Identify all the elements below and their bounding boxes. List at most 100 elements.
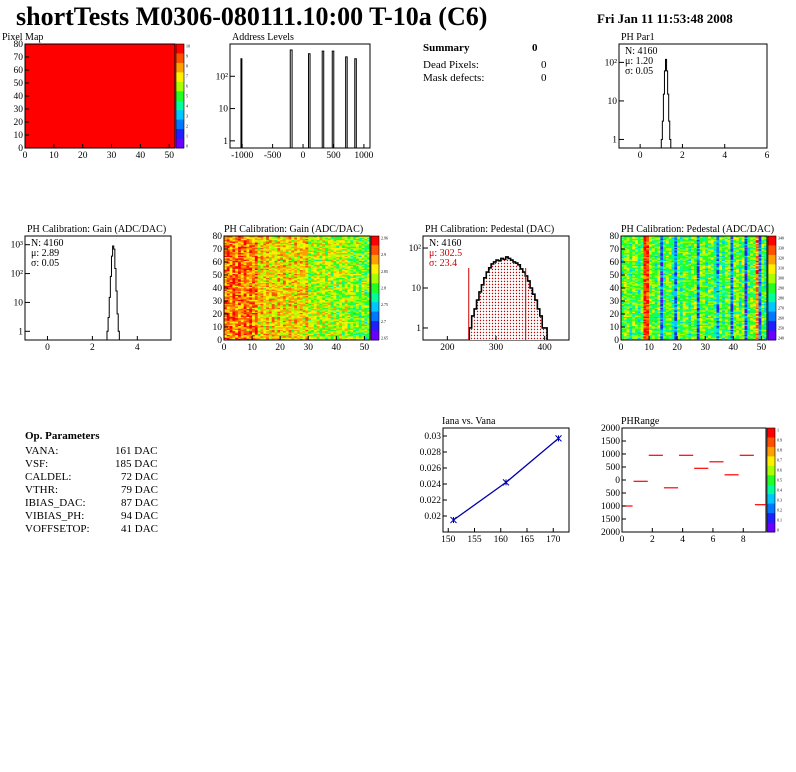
heatmap-cell bbox=[226, 307, 230, 310]
heatmap-cell bbox=[629, 321, 633, 324]
heatmap-cell bbox=[308, 306, 312, 308]
heatmap-cell bbox=[621, 263, 625, 265]
heatmap-cell bbox=[308, 239, 312, 242]
heatmap-cell bbox=[297, 280, 301, 282]
heatmap-cell bbox=[271, 327, 275, 329]
heatmap-cell bbox=[226, 263, 230, 265]
heatmap-cell bbox=[353, 263, 357, 265]
heatmap-cell bbox=[257, 315, 261, 317]
heatmap-cell bbox=[316, 269, 320, 272]
heatmap-cell bbox=[224, 280, 228, 282]
heatmap-cell bbox=[640, 284, 644, 286]
heatmap-cell bbox=[327, 249, 331, 251]
heatmap-cell bbox=[319, 327, 323, 329]
heatmap-cell bbox=[635, 301, 639, 303]
heatmap-cell bbox=[623, 238, 627, 241]
heatmap-cell bbox=[297, 277, 301, 280]
heatmap-cell bbox=[344, 317, 348, 320]
heatmap-cell bbox=[260, 308, 264, 311]
heatmap-cell bbox=[621, 293, 625, 295]
heatmap-cell bbox=[224, 246, 228, 248]
heatmap-cell bbox=[621, 288, 625, 290]
heatmap-cell bbox=[358, 315, 362, 317]
heatmap-cell bbox=[311, 281, 315, 284]
heatmap-cell bbox=[621, 337, 625, 339]
heatmap-cell bbox=[240, 262, 244, 264]
heatmap-cell bbox=[336, 319, 340, 321]
heatmap-cell bbox=[226, 324, 230, 326]
heatmap-cell bbox=[263, 333, 267, 336]
heatmap-cell bbox=[302, 329, 306, 332]
heatmap-cell bbox=[263, 282, 267, 285]
heatmap-cell bbox=[367, 282, 371, 285]
heatmap-cell bbox=[311, 290, 315, 293]
heatmap-cell bbox=[311, 294, 315, 297]
heatmap-cell bbox=[305, 302, 309, 304]
heatmap-cell bbox=[271, 271, 275, 273]
heatmap-cell bbox=[294, 307, 298, 310]
heatmap-cell bbox=[305, 308, 309, 311]
heatmap-cell bbox=[325, 294, 329, 297]
heatmap-cell bbox=[339, 295, 343, 298]
heatmap-cell bbox=[637, 320, 641, 323]
heatmap-cell bbox=[268, 269, 273, 272]
colorbar-label: 2.9 bbox=[381, 252, 386, 257]
heatmap-cell bbox=[297, 289, 301, 291]
heatmap-cell bbox=[316, 303, 320, 306]
heatmap-cell bbox=[285, 281, 289, 284]
heatmap-cell bbox=[333, 269, 337, 272]
heatmap-cell bbox=[330, 276, 334, 278]
heatmap-cell bbox=[257, 285, 261, 287]
heatmap-cell bbox=[282, 295, 287, 298]
heatmap-cell bbox=[285, 323, 289, 325]
heatmap-cell bbox=[635, 242, 639, 245]
heatmap-cell bbox=[325, 259, 329, 261]
heatmap-cell bbox=[302, 246, 306, 248]
heatmap-cell bbox=[316, 242, 320, 245]
heatmap-cell bbox=[325, 249, 329, 251]
heatmap-cell bbox=[282, 276, 287, 278]
heatmap-cell bbox=[274, 254, 278, 256]
heatmap-cell bbox=[350, 308, 354, 311]
heatmap-cell bbox=[299, 310, 303, 312]
heatmap-cell bbox=[623, 280, 627, 282]
heatmap-cell bbox=[302, 267, 306, 269]
heatmap-cell bbox=[274, 294, 278, 297]
heatmap-cell bbox=[282, 294, 287, 297]
heatmap-cell bbox=[635, 320, 639, 323]
heatmap-cell bbox=[626, 295, 630, 298]
heatmap-cell bbox=[266, 260, 270, 263]
heatmap-cell bbox=[364, 293, 368, 295]
heatmap-cell bbox=[347, 267, 351, 269]
heatmap-cell bbox=[240, 251, 244, 254]
heatmap-cell bbox=[249, 293, 253, 295]
heatmap-cell bbox=[339, 269, 343, 272]
heatmap-cell bbox=[313, 249, 317, 251]
stat-text: N: 4160 bbox=[625, 46, 658, 57]
heatmap-cell bbox=[327, 288, 331, 290]
heatmap-cell bbox=[626, 252, 630, 255]
heatmap-cell bbox=[626, 289, 630, 291]
heatmap-cell bbox=[263, 315, 267, 317]
heatmap-cell bbox=[316, 288, 320, 290]
heatmap-cell bbox=[238, 299, 242, 302]
heatmap-cell bbox=[367, 297, 371, 299]
heatmap-cell bbox=[358, 264, 362, 267]
heatmap-cell bbox=[361, 294, 365, 297]
heatmap-cell bbox=[291, 336, 295, 338]
heatmap-cell bbox=[637, 243, 641, 246]
heatmap-cell bbox=[358, 269, 362, 272]
heatmap-cell bbox=[632, 271, 636, 273]
heatmap-cell bbox=[364, 298, 368, 300]
heatmap-cell bbox=[252, 238, 256, 241]
heatmap-cell bbox=[308, 328, 312, 330]
heatmap-cell bbox=[316, 281, 320, 284]
heatmap-cell bbox=[311, 310, 315, 312]
heatmap-cell bbox=[632, 312, 636, 315]
heatmap-cell bbox=[302, 332, 306, 334]
heatmap-cell bbox=[361, 310, 365, 312]
heatmap-cell bbox=[347, 237, 351, 239]
heatmap-cell bbox=[336, 328, 340, 330]
heatmap-cell bbox=[280, 324, 284, 326]
heatmap-cell bbox=[249, 250, 253, 252]
